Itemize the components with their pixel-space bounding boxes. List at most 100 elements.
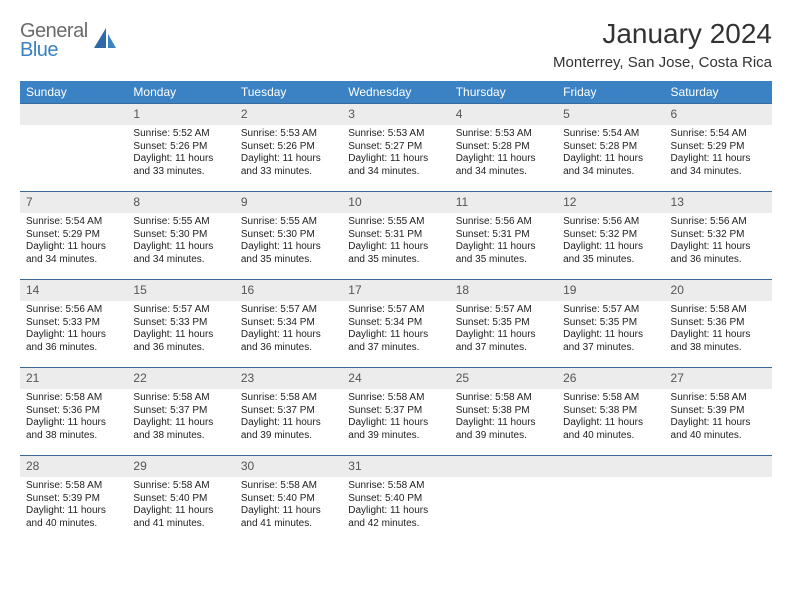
sunrise-text: Sunrise: 5:58 AM — [348, 480, 443, 493]
daylight-text: Daylight: 11 hours and 34 minutes. — [671, 153, 766, 178]
day-cell: 21Sunrise: 5:58 AMSunset: 5:36 PMDayligh… — [20, 368, 127, 456]
sunset-text: Sunset: 5:35 PM — [456, 317, 551, 330]
sunrise-text: Sunrise: 5:58 AM — [456, 392, 551, 405]
day-body: Sunrise: 5:55 AMSunset: 5:30 PMDaylight:… — [127, 213, 234, 270]
weekday-header: Wednesday — [342, 81, 449, 104]
day-number: 31 — [342, 456, 449, 477]
day-cell: 18Sunrise: 5:57 AMSunset: 5:35 PMDayligh… — [450, 280, 557, 368]
sunrise-text: Sunrise: 5:55 AM — [348, 216, 443, 229]
daylight-text: Daylight: 11 hours and 37 minutes. — [563, 329, 658, 354]
daylight-text: Daylight: 11 hours and 34 minutes. — [563, 153, 658, 178]
week-row: 21Sunrise: 5:58 AMSunset: 5:36 PMDayligh… — [20, 368, 772, 456]
day-body: Sunrise: 5:54 AMSunset: 5:29 PMDaylight:… — [665, 125, 772, 182]
day-body: Sunrise: 5:56 AMSunset: 5:33 PMDaylight:… — [20, 301, 127, 358]
day-number: 7 — [20, 192, 127, 213]
sunrise-text: Sunrise: 5:58 AM — [26, 480, 121, 493]
day-cell: 9Sunrise: 5:55 AMSunset: 5:30 PMDaylight… — [235, 192, 342, 280]
day-number: 26 — [557, 368, 664, 389]
sunset-text: Sunset: 5:28 PM — [456, 141, 551, 154]
day-body: Sunrise: 5:53 AMSunset: 5:26 PMDaylight:… — [235, 125, 342, 182]
day-body: Sunrise: 5:55 AMSunset: 5:30 PMDaylight:… — [235, 213, 342, 270]
day-cell: 15Sunrise: 5:57 AMSunset: 5:33 PMDayligh… — [127, 280, 234, 368]
day-cell: 28Sunrise: 5:58 AMSunset: 5:39 PMDayligh… — [20, 456, 127, 544]
day-number: 16 — [235, 280, 342, 301]
month-title: January 2024 — [553, 18, 772, 50]
daylight-text: Daylight: 11 hours and 39 minutes. — [456, 417, 551, 442]
day-number: 12 — [557, 192, 664, 213]
day-number: 15 — [127, 280, 234, 301]
day-number: 10 — [342, 192, 449, 213]
sunrise-text: Sunrise: 5:58 AM — [241, 480, 336, 493]
day-cell: 30Sunrise: 5:58 AMSunset: 5:40 PMDayligh… — [235, 456, 342, 544]
day-number: 18 — [450, 280, 557, 301]
daylight-text: Daylight: 11 hours and 34 minutes. — [26, 241, 121, 266]
logo-text-bottom: Blue — [20, 41, 88, 60]
day-body: Sunrise: 5:58 AMSunset: 5:38 PMDaylight:… — [557, 389, 664, 446]
day-body: Sunrise: 5:58 AMSunset: 5:40 PMDaylight:… — [127, 477, 234, 534]
day-body: Sunrise: 5:58 AMSunset: 5:37 PMDaylight:… — [342, 389, 449, 446]
day-number: 24 — [342, 368, 449, 389]
sunset-text: Sunset: 5:32 PM — [671, 229, 766, 242]
daylight-text: Daylight: 11 hours and 33 minutes. — [133, 153, 228, 178]
day-number: 13 — [665, 192, 772, 213]
sunrise-text: Sunrise: 5:58 AM — [671, 392, 766, 405]
daylight-text: Daylight: 11 hours and 37 minutes. — [348, 329, 443, 354]
day-body: Sunrise: 5:55 AMSunset: 5:31 PMDaylight:… — [342, 213, 449, 270]
day-body: Sunrise: 5:56 AMSunset: 5:32 PMDaylight:… — [557, 213, 664, 270]
day-body: Sunrise: 5:57 AMSunset: 5:34 PMDaylight:… — [235, 301, 342, 358]
sunrise-text: Sunrise: 5:58 AM — [241, 392, 336, 405]
sunrise-text: Sunrise: 5:52 AM — [133, 128, 228, 141]
daylight-text: Daylight: 11 hours and 34 minutes. — [348, 153, 443, 178]
day-number: 14 — [20, 280, 127, 301]
sunrise-text: Sunrise: 5:53 AM — [241, 128, 336, 141]
weekday-header: Friday — [557, 81, 664, 104]
sunrise-text: Sunrise: 5:58 AM — [563, 392, 658, 405]
day-cell: 10Sunrise: 5:55 AMSunset: 5:31 PMDayligh… — [342, 192, 449, 280]
logo: General Blue — [20, 22, 118, 60]
day-body: Sunrise: 5:56 AMSunset: 5:31 PMDaylight:… — [450, 213, 557, 270]
calendar-table: Sunday Monday Tuesday Wednesday Thursday… — [20, 81, 772, 544]
sunrise-text: Sunrise: 5:58 AM — [671, 304, 766, 317]
daylight-text: Daylight: 11 hours and 41 minutes. — [133, 505, 228, 530]
day-number: 9 — [235, 192, 342, 213]
sunset-text: Sunset: 5:33 PM — [26, 317, 121, 330]
sunset-text: Sunset: 5:40 PM — [133, 493, 228, 506]
weekday-header: Monday — [127, 81, 234, 104]
day-cell — [665, 456, 772, 544]
sunrise-text: Sunrise: 5:54 AM — [26, 216, 121, 229]
day-cell: 26Sunrise: 5:58 AMSunset: 5:38 PMDayligh… — [557, 368, 664, 456]
sunset-text: Sunset: 5:33 PM — [133, 317, 228, 330]
day-body: Sunrise: 5:57 AMSunset: 5:34 PMDaylight:… — [342, 301, 449, 358]
sunrise-text: Sunrise: 5:56 AM — [563, 216, 658, 229]
day-number: 4 — [450, 104, 557, 125]
day-cell: 5Sunrise: 5:54 AMSunset: 5:28 PMDaylight… — [557, 104, 664, 192]
day-body: Sunrise: 5:54 AMSunset: 5:28 PMDaylight:… — [557, 125, 664, 182]
day-number: 23 — [235, 368, 342, 389]
sunset-text: Sunset: 5:40 PM — [348, 493, 443, 506]
day-body: Sunrise: 5:56 AMSunset: 5:32 PMDaylight:… — [665, 213, 772, 270]
daylight-text: Daylight: 11 hours and 37 minutes. — [456, 329, 551, 354]
daylight-text: Daylight: 11 hours and 38 minutes. — [26, 417, 121, 442]
day-number: 6 — [665, 104, 772, 125]
day-cell: 11Sunrise: 5:56 AMSunset: 5:31 PMDayligh… — [450, 192, 557, 280]
day-number — [665, 456, 772, 477]
day-number: 19 — [557, 280, 664, 301]
day-cell: 6Sunrise: 5:54 AMSunset: 5:29 PMDaylight… — [665, 104, 772, 192]
title-block: January 2024 Monterrey, San Jose, Costa … — [553, 18, 772, 71]
daylight-text: Daylight: 11 hours and 41 minutes. — [241, 505, 336, 530]
sunrise-text: Sunrise: 5:58 AM — [133, 392, 228, 405]
day-body: Sunrise: 5:54 AMSunset: 5:29 PMDaylight:… — [20, 213, 127, 270]
day-number: 11 — [450, 192, 557, 213]
daylight-text: Daylight: 11 hours and 42 minutes. — [348, 505, 443, 530]
day-cell: 4Sunrise: 5:53 AMSunset: 5:28 PMDaylight… — [450, 104, 557, 192]
day-number: 1 — [127, 104, 234, 125]
daylight-text: Daylight: 11 hours and 35 minutes. — [456, 241, 551, 266]
day-number: 20 — [665, 280, 772, 301]
sunset-text: Sunset: 5:31 PM — [348, 229, 443, 242]
day-number: 3 — [342, 104, 449, 125]
sunrise-text: Sunrise: 5:55 AM — [133, 216, 228, 229]
calendar-page: General Blue January 2024 Monterrey, San… — [0, 0, 792, 554]
day-cell: 7Sunrise: 5:54 AMSunset: 5:29 PMDaylight… — [20, 192, 127, 280]
sunrise-text: Sunrise: 5:55 AM — [241, 216, 336, 229]
sunset-text: Sunset: 5:31 PM — [456, 229, 551, 242]
